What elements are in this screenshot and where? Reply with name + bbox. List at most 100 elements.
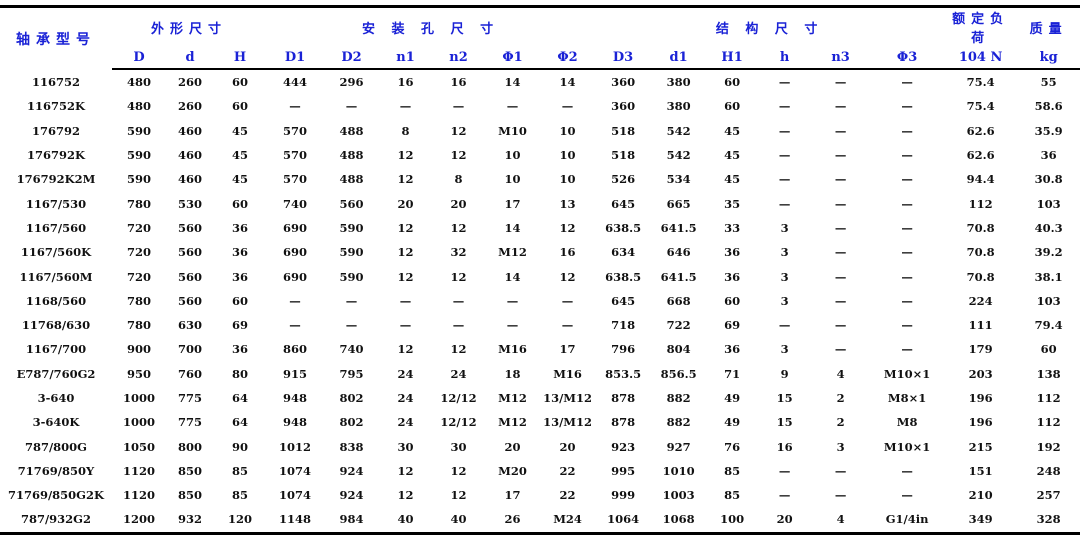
value-cell: 38.1 (1034, 269, 1063, 284)
value-cell: — (901, 245, 913, 260)
value-cell: 12 (397, 148, 414, 163)
value-cell: 800 (177, 439, 202, 454)
value-cell: 924 (339, 488, 364, 503)
rated-load-header: 额定负荷 (944, 5, 1018, 46)
value-cell: 151 (968, 463, 993, 478)
value-cell: 69 (232, 318, 249, 333)
value-cell: 328 (1017, 507, 1081, 535)
value-cell: 444 (283, 75, 308, 90)
value-cell: 646 (666, 245, 691, 260)
value-cell: 30 (450, 439, 467, 454)
value-cell: 24 (397, 366, 414, 381)
value-cell: — (778, 75, 791, 90)
value-cell: 2 (836, 415, 845, 430)
value-cell: 570 (283, 172, 308, 187)
value-cell: 12 (450, 269, 467, 284)
value-cell: 1000 (122, 415, 155, 430)
value-cell: 64 (232, 415, 249, 430)
model-cell: 176792 (31, 123, 80, 138)
value-cell: 534 (666, 172, 691, 187)
value-cell: 45 (232, 148, 249, 163)
value-cell: 645 (611, 293, 636, 308)
value-cell: — (834, 269, 847, 284)
value-cell: 179 (968, 342, 993, 357)
value-cell: M10×1 (883, 366, 931, 381)
value-cell: 518 (611, 148, 636, 163)
value-cell: 488 (339, 123, 364, 138)
value-cell: 15 (776, 391, 793, 405)
value-cell: 878 (611, 415, 636, 430)
value-cell: — (778, 172, 791, 187)
column-header: Φ1 (485, 46, 541, 70)
value-cell: 10 (504, 172, 521, 187)
value-cell: 20 (758, 507, 812, 535)
column-header: h (758, 46, 812, 70)
value-cell: — (901, 220, 913, 235)
value-cell: 3 (780, 342, 789, 357)
value-cell: M24 (540, 507, 596, 535)
value-cell: 12 (397, 488, 414, 503)
value-cell: 542 (666, 148, 691, 163)
value-cell: 882 (666, 391, 691, 405)
value-cell: 14 (504, 220, 521, 235)
value-cell: — (901, 75, 913, 90)
value-cell: 780 (126, 318, 151, 333)
value-cell: 12 (559, 269, 576, 284)
value-cell: M16 (498, 342, 527, 357)
value-cell: 8 (454, 172, 463, 187)
column-header: n1 (379, 46, 433, 70)
value-cell: 64 (232, 391, 249, 405)
value-cell: — (399, 99, 412, 114)
value-cell: 1120 (122, 488, 155, 503)
value-cell: 460 (177, 123, 202, 138)
value-cell: 2 (836, 391, 845, 405)
value-cell: 103 (1036, 196, 1061, 211)
value-cell: 856.5 (660, 366, 697, 381)
value-cell: 570 (283, 148, 308, 163)
value-cell: — (506, 293, 519, 308)
value-cell: 526 (611, 172, 636, 187)
value-cell: 20 (559, 439, 576, 454)
value-cell: M16 (553, 366, 582, 381)
value-cell: 12/12 (440, 391, 477, 405)
value-cell: 12 (397, 245, 414, 260)
value-cell: 1074 (279, 463, 312, 478)
value-cell: 720 (126, 220, 151, 235)
value-cell: 17 (504, 488, 521, 503)
value-cell: — (834, 318, 847, 333)
model-cell: 3-640 (37, 391, 75, 405)
table-row: 1167/700 900 700 36 860 740 12 12 M16 17 796 804 36 3… (0, 337, 1080, 361)
value-cell: 33 (724, 220, 741, 235)
value-cell: 76 (724, 439, 741, 454)
table-row: 176792K 590 460 45 570 488 12 12 10 10 518 542 45 — — —… (0, 143, 1080, 167)
value-cell: 360 (611, 99, 636, 114)
value-cell: 360 (611, 75, 636, 90)
value-cell: 984 (324, 507, 380, 535)
value-cell: 950 (126, 366, 151, 381)
value-cell: 12 (450, 488, 467, 503)
value-cell: M10×1 (883, 439, 931, 454)
value-cell: 518 (611, 123, 636, 138)
value-cell: 948 (283, 391, 308, 405)
value-cell: 14 (559, 75, 576, 90)
value-cell: 90 (232, 439, 249, 454)
value-cell: 17 (504, 196, 521, 211)
value-cell: G1/4in (870, 507, 945, 535)
column-header: n2 (432, 46, 486, 70)
value-cell: — (345, 318, 358, 333)
column-header: H (214, 46, 267, 70)
value-cell: 995 (611, 463, 636, 478)
group-header-row: 轴承型号 外形尺寸 安 装 孔 尺 寸 结 构 尺 寸 额定负荷 质量 (0, 5, 1081, 69)
value-cell: 796 (611, 342, 636, 357)
value-cell: — (901, 123, 913, 138)
value-cell: M8×1 (887, 391, 927, 405)
value-cell: 12 (450, 123, 467, 138)
value-cell: 22 (559, 463, 576, 478)
value-cell: 62.6 (966, 123, 995, 138)
value-cell: 14 (504, 269, 521, 284)
value-cell: 26 (485, 507, 541, 535)
value-cell: 720 (126, 269, 151, 284)
value-cell: 860 (283, 342, 308, 357)
